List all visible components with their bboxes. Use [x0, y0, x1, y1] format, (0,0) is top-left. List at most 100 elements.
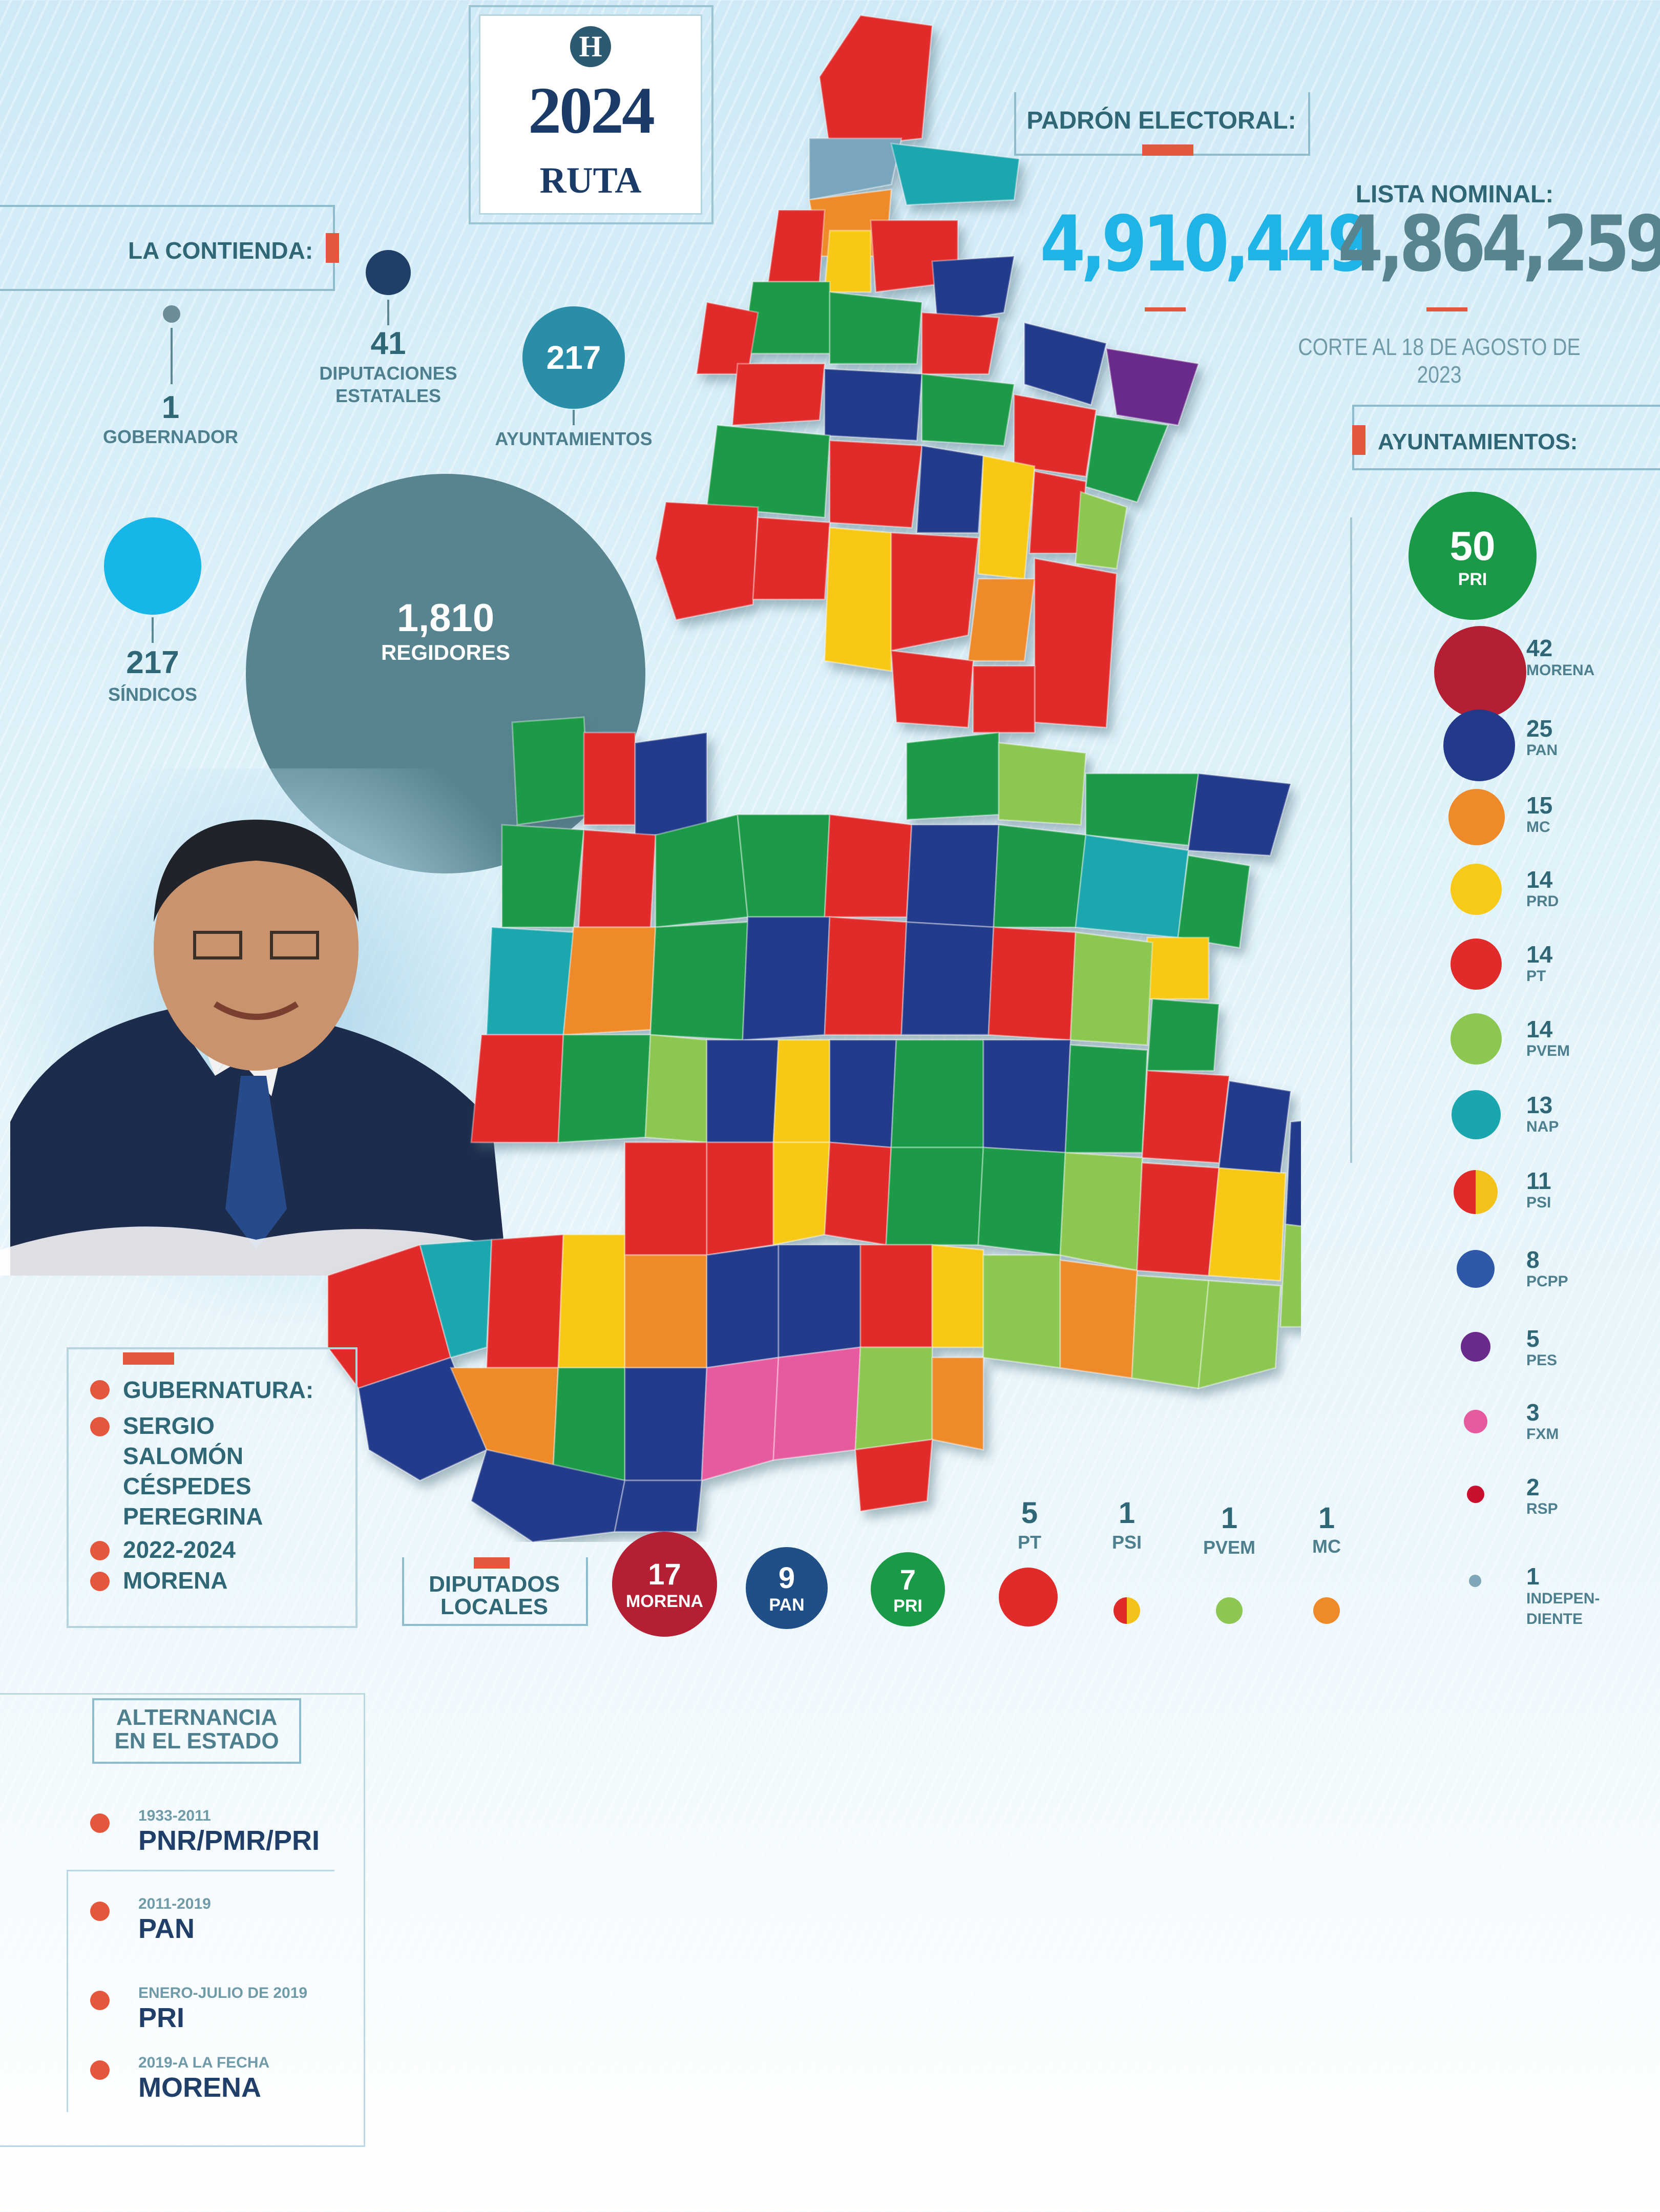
- legend-pcpp-dot: [1457, 1250, 1495, 1288]
- sindicos-label: SÍNDICOS: [108, 684, 198, 705]
- ayuntamientos-label: AYUNTAMIENTOS: [495, 428, 653, 449]
- legend-psi-number: 11: [1526, 1167, 1551, 1194]
- contienda-accent: [326, 233, 339, 263]
- legend-pt-number: 14: [1526, 941, 1553, 968]
- alternancia-period-2: 2011-2019: [138, 1895, 211, 1912]
- diputados-pri-number: 7: [899, 1563, 916, 1596]
- contienda-label: LA CONTIENDA:: [128, 237, 313, 264]
- gubernatura-accent: [123, 1352, 174, 1365]
- diputaciones-line: [387, 300, 389, 325]
- alternancia-period-1: 1933-2011: [138, 1807, 211, 1824]
- lista-underline: [1426, 307, 1467, 311]
- diputaciones-label-1: DIPUTACIONES: [319, 363, 457, 384]
- diputados-label-2: LOCALES: [440, 1594, 549, 1619]
- alternancia-inner-frame: [67, 1870, 334, 2112]
- legend-morena-number: 42: [1526, 635, 1553, 661]
- portrait-photo: [0, 820, 512, 1276]
- sindicos-circle: [104, 517, 201, 615]
- diputados-pan-number: 9: [778, 1561, 795, 1595]
- ayuntamientos-line: [573, 410, 575, 425]
- legend-pvem-label: PVEM: [1526, 1042, 1570, 1059]
- legend-pan-dot: [1443, 709, 1515, 781]
- legend-nap-dot: [1452, 1090, 1501, 1139]
- gubernatura-name-3: CÉSPEDES: [123, 1473, 251, 1499]
- legend-pcpp-number: 8: [1526, 1246, 1540, 1273]
- alternancia-title-2: EN EL ESTADO: [114, 1728, 279, 1754]
- diputados-morena-circle: 17 MORENA: [612, 1532, 717, 1637]
- alternancia-party-3: PRI: [138, 2002, 185, 2033]
- alternancia-bullet-3: [90, 1991, 110, 2010]
- legend-pcpp-label: PCPP: [1526, 1273, 1568, 1290]
- gubernatura-name-1: SERGIO: [123, 1412, 215, 1439]
- padron-underline: [1145, 307, 1186, 311]
- diputados-frame: [402, 1557, 588, 1626]
- diputados-psi-circle: [1113, 1597, 1140, 1624]
- gubernatura-frame: [67, 1347, 358, 1628]
- legend-pvem-dot: [1451, 1013, 1502, 1065]
- legend-pes-number: 5: [1526, 1325, 1540, 1352]
- legend-rsp-dot: [1467, 1486, 1484, 1503]
- legend-morena-label: MORENA: [1526, 662, 1595, 679]
- diputados-accent: [474, 1557, 510, 1569]
- alternancia-bullet-4: [90, 2060, 110, 2080]
- legend-nap-number: 13: [1526, 1092, 1553, 1118]
- diputaciones-number: 41: [370, 326, 406, 361]
- gubernatura-bullet-3: [90, 1541, 110, 1560]
- ayuntamientos-top-circle: 50 PRI: [1409, 492, 1537, 620]
- lista-label: LISTA NOMINAL:: [1355, 181, 1554, 208]
- alternancia-bullet-1: [90, 1813, 110, 1833]
- legend-prd-number: 14: [1526, 866, 1553, 893]
- alternancia-outer-frame: [0, 1693, 365, 2147]
- diputados-pt-number: 5: [1021, 1496, 1038, 1530]
- alternancia-title-1: ALTERNANCIA: [116, 1705, 278, 1730]
- legend-pan-number: 25: [1526, 715, 1553, 742]
- gubernatura-bullet-1: [90, 1380, 110, 1400]
- legend-prd-dot: [1451, 864, 1502, 915]
- ayuntamientos-panel-label: AYUNTAMIENTOS:: [1378, 429, 1578, 454]
- legend-pes-label: PES: [1526, 1352, 1558, 1369]
- legend-rsp-label: RSP: [1526, 1500, 1558, 1517]
- diputados-pan-circle: 9 PAN: [746, 1547, 828, 1629]
- padron-value: 4,910,449: [1040, 200, 1373, 289]
- legend-pan-label: PAN: [1526, 742, 1558, 759]
- legend-morena-dot: [1434, 626, 1526, 718]
- diputados-mc-number: 1: [1318, 1501, 1335, 1535]
- sindicos-number: 217: [126, 645, 179, 680]
- legend-mc-label: MC: [1526, 819, 1550, 836]
- legend-mc-dot: [1448, 789, 1505, 845]
- ayuntamientos-panel-line: [1350, 517, 1352, 1163]
- logo-h-badge: H: [570, 26, 611, 67]
- alternancia-bullet-2: [90, 1902, 110, 1921]
- legend-pt-label: PT: [1526, 968, 1546, 985]
- lista-corte: CORTE AL 18 DE AGOSTO DE 2023: [1298, 333, 1581, 388]
- municipalities-map: [327, 15, 1301, 1542]
- alternancia-period-3: ENERO-JULIO DE 2019: [138, 1985, 308, 2001]
- logo-brand: RUTA: [539, 160, 642, 201]
- ayuntamientos-circle: 217: [522, 306, 625, 409]
- gobernador-label: GOBERNADOR: [102, 426, 238, 447]
- alternancia-party-4: MORENA: [138, 2072, 261, 2103]
- legend-pvem-number: 14: [1526, 1016, 1553, 1042]
- legend-independiente-label-1: INDEPEN-: [1526, 1590, 1600, 1607]
- legend-psi-dot: [1454, 1170, 1498, 1214]
- gubernatura-bullet-2: [90, 1417, 110, 1436]
- sindicos-line: [152, 617, 154, 643]
- legend-rsp-number: 2: [1526, 1474, 1540, 1500]
- alternancia-party-1: PNR/PMR/PRI: [138, 1825, 320, 1856]
- alternancia-party-2: PAN: [138, 1913, 195, 1944]
- logo-frame: [469, 5, 713, 224]
- diputados-pan-party: PAN: [769, 1595, 805, 1615]
- diputados-mc-circle: [1313, 1597, 1340, 1624]
- diputaciones-label-2: ESTATALES: [335, 385, 441, 406]
- legend-prd-label: PRD: [1526, 893, 1559, 910]
- legend-pt-dot: [1451, 938, 1502, 990]
- legend-independiente-label-2: DIENTE: [1526, 1611, 1583, 1627]
- alternancia-period-4: 2019-A LA FECHA: [138, 2054, 270, 2071]
- legend-mc-number: 15: [1526, 792, 1553, 819]
- legend-nap-label: NAP: [1526, 1118, 1559, 1135]
- diputados-label-1: DIPUTADOS: [429, 1572, 560, 1597]
- padron-accent: [1142, 144, 1193, 156]
- gubernatura-party: MORENA: [123, 1567, 228, 1594]
- ayuntamientos-top-number: 50: [1449, 523, 1496, 569]
- diputados-morena-number: 17: [648, 1557, 681, 1591]
